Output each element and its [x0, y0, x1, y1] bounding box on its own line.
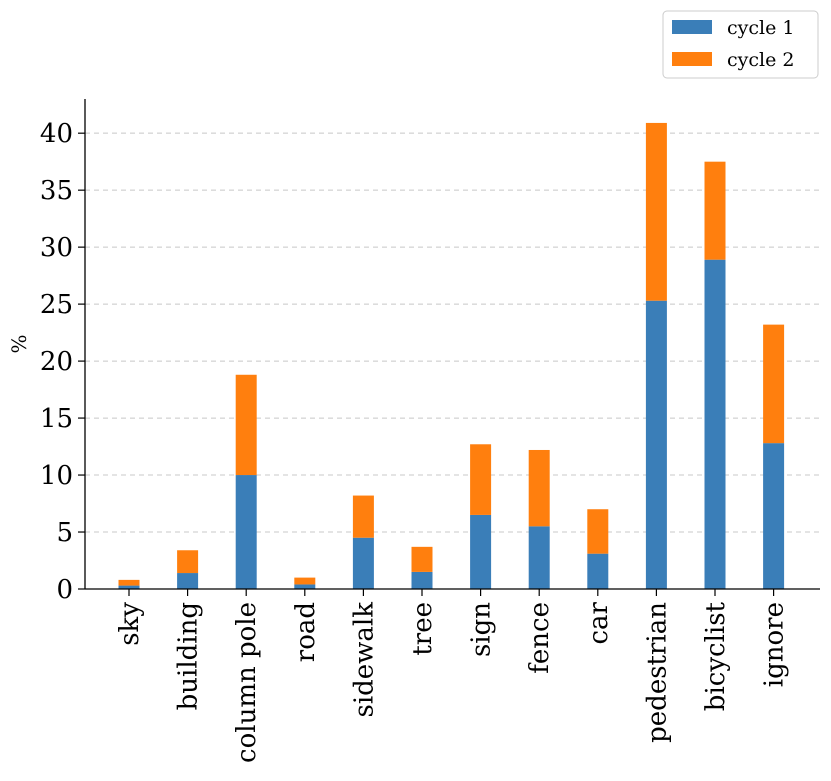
bar-cycle-1-fence [528, 526, 550, 589]
y-tick-label: 15 [40, 404, 73, 434]
bar-cycle-1-bicyclist [704, 259, 726, 589]
bar-cycle-2-car [587, 509, 609, 554]
x-tick-label-sidewalk: sidewalk [349, 602, 379, 718]
bar-cycle-1-sidewalk [352, 537, 374, 589]
y-ticks: 0 5 10 15 20 25 30 35 40 [40, 119, 85, 605]
x-tick-label-car: car [584, 601, 614, 644]
bar-cycle-2-ignore [763, 324, 785, 444]
y-tick-label: 40 [40, 119, 73, 149]
y-tick-label: 0 [56, 575, 73, 605]
bar-cycle-1-building [177, 573, 199, 589]
legend-label-cycle-1: cycle 1 [727, 17, 794, 39]
bar-cycle-2-column-pole [235, 374, 257, 476]
legend-swatch-cycle-1 [672, 20, 712, 34]
bar-cycle-2-sign [470, 444, 492, 515]
y-tick-label: 5 [56, 518, 73, 548]
bar-cycle-2-sidewalk [352, 495, 374, 538]
bar-cycle-1-road [294, 584, 316, 589]
bar-cycle-1-sky [118, 585, 140, 589]
bars [118, 122, 785, 589]
x-tick-label-ignore: ignore [760, 602, 790, 687]
x-tick-label-column-pole: column pole [232, 602, 262, 763]
x-tick-label-sky: sky [115, 602, 145, 646]
bar-cycle-1-tree [411, 571, 433, 589]
legend: cycle 1 cycle 2 [662, 10, 819, 79]
bar-cycle-1-sign [470, 514, 492, 589]
x-tick-label-bicyclist: bicyclist [701, 601, 731, 711]
legend-swatch-cycle-2 [672, 52, 712, 66]
x-tick-label-road: road [291, 602, 321, 662]
grid-lines [85, 132, 820, 533]
x-ticks: sky building column pole road sidewalk tree si… [115, 589, 790, 763]
x-tick-label-fence: fence [525, 602, 555, 674]
bar-cycle-2-road [294, 577, 316, 585]
y-tick-label: 10 [40, 461, 73, 491]
bar-cycle-1-ignore [763, 443, 785, 589]
bar-cycle-2-building [177, 550, 199, 574]
bar-cycle-1-car [587, 553, 609, 589]
bar-cycle-1-column-pole [235, 475, 257, 589]
bar-cycle-2-tree [411, 546, 433, 572]
x-tick-label-sign: sign [467, 602, 497, 657]
y-axis-label: % [7, 334, 31, 353]
axes [84, 99, 820, 590]
y-tick-label: 20 [40, 347, 73, 377]
y-tick-label: 35 [40, 176, 73, 206]
x-tick-label-building: building [174, 602, 204, 710]
bar-cycle-2-fence [528, 449, 550, 527]
y-tick-label: 25 [40, 290, 73, 320]
legend-label-cycle-2: cycle 2 [727, 49, 794, 71]
x-tick-label-pedestrian: pedestrian [642, 602, 672, 743]
bar-cycle-2-bicyclist [704, 161, 726, 260]
bar-cycle-1-pedestrian [645, 300, 667, 589]
y-tick-label: 30 [40, 233, 73, 263]
bar-cycle-2-sky [118, 579, 140, 586]
x-tick-label-tree: tree [408, 602, 438, 656]
bar-cycle-2-pedestrian [645, 122, 667, 301]
